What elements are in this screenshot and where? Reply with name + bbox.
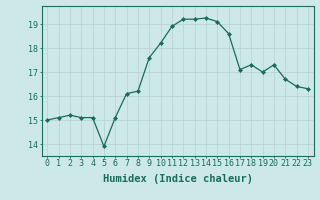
X-axis label: Humidex (Indice chaleur): Humidex (Indice chaleur) [103, 174, 252, 184]
